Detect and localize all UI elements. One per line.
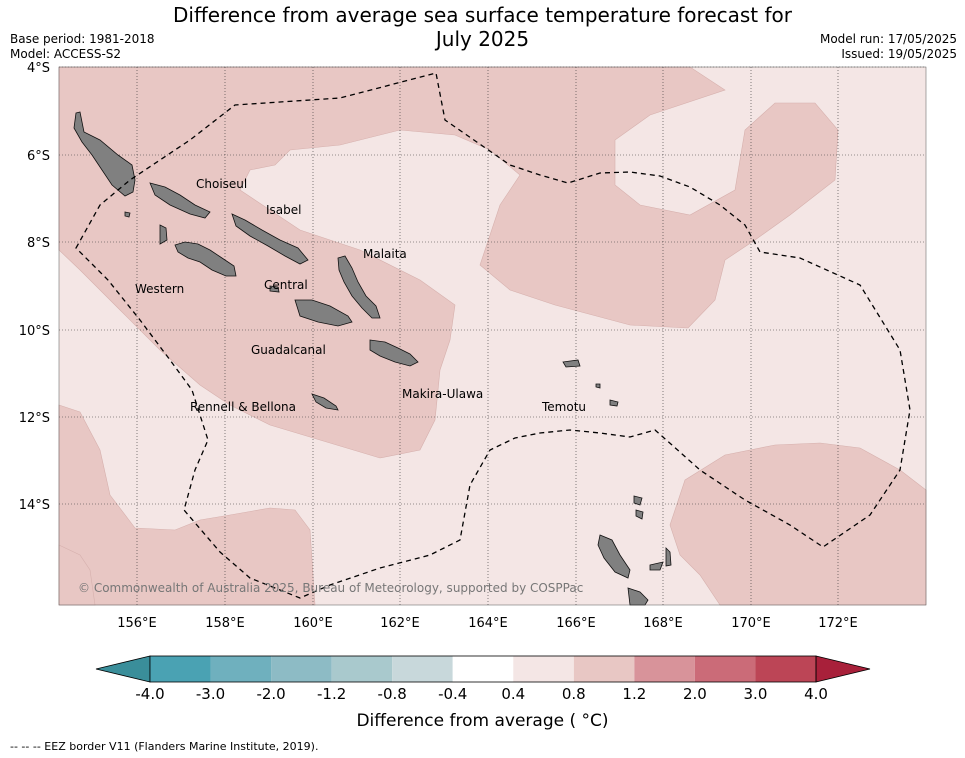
meta-right: Model run: 17/05/2025 Issued: 19/05/2025 — [820, 32, 957, 62]
region-label-central: Central — [264, 278, 308, 292]
region-label-isabel: Isabel — [266, 203, 301, 217]
lat-label: 10°S — [19, 324, 50, 339]
lon-label: 164°E — [468, 616, 508, 631]
lat-label: 4°S — [27, 61, 50, 76]
colorbar-segment — [755, 656, 816, 682]
colorbar-segment — [694, 656, 756, 682]
lon-label: 156°E — [117, 616, 157, 631]
lon-label: 168°E — [643, 616, 683, 631]
lon-label: 166°E — [556, 616, 596, 631]
lon-label: 162°E — [380, 616, 420, 631]
latitude-labels: 4°S 6°S 8°S 10°S 12°S 14°S — [19, 61, 50, 513]
lat-label: 14°S — [19, 498, 50, 513]
region-label-guadalcanal: Guadalcanal — [251, 343, 326, 357]
colorbar-segment — [150, 656, 211, 682]
lon-label: 172°E — [818, 616, 858, 631]
region-label-choiseul: Choiseul — [196, 177, 247, 191]
chart-title: Difference from average sea surface temp… — [0, 3, 965, 51]
colorbar-label: Difference from average ( °C) — [356, 711, 609, 731]
land-masses — [73, 111, 672, 606]
map-frame — [58, 66, 927, 606]
colorbar-segment — [634, 656, 695, 682]
colorbar-tick-label: 0.4 — [501, 685, 525, 703]
colorbar-segment — [513, 656, 574, 682]
model-name: Model: ACCESS-S2 — [10, 47, 122, 61]
title-line-1: Difference from average sea surface temp… — [172, 3, 792, 27]
colorbar-tick-label: 2.0 — [683, 685, 707, 703]
region-label-makira-ulawa: Makira-Ulawa — [402, 387, 483, 401]
colorbar-frame — [149, 655, 817, 683]
region-label-western: Western — [135, 282, 184, 296]
colorbar-segment — [210, 656, 272, 682]
lat-label: 8°S — [27, 236, 50, 251]
region-label-rennell-bellona: Rennell & Bellona — [190, 400, 296, 414]
eez-border — [75, 72, 911, 599]
title-line-2: July 2025 — [435, 27, 530, 51]
colorbar-tick-label: 0.8 — [562, 685, 586, 703]
colorbar-arrow-high — [815, 655, 871, 683]
colorbar-segment — [331, 656, 393, 682]
lat-label: 6°S — [27, 149, 50, 164]
meta-left: Base period: 1981-2018 Model: ACCESS-S2 — [10, 32, 155, 62]
lon-label: 160°E — [293, 616, 333, 631]
colorbar-tick-label: 1.2 — [622, 685, 646, 703]
colorbar-arrow-low — [95, 655, 151, 683]
colorbar-segment — [392, 656, 453, 682]
lat-label: 12°S — [19, 411, 50, 426]
colorbar-segment — [271, 656, 332, 682]
colorbar-segment — [452, 656, 514, 682]
eez-legend-note: -- -- -- EEZ border V11 (Flanders Marine… — [10, 740, 319, 753]
model-run: Model run: 17/05/2025 — [819, 32, 957, 46]
lon-label: 170°E — [731, 616, 771, 631]
colorbar-tick-label: -0.8 — [378, 685, 407, 703]
colorbar-tick-label: -4.0 — [135, 685, 164, 703]
colorbar-segment — [573, 656, 635, 682]
issued-date: Issued: 19/05/2025 — [841, 47, 957, 61]
colorbar — [95, 655, 871, 683]
colorbar-tick-label: 4.0 — [804, 685, 828, 703]
region-label-malaita: Malaita — [363, 247, 407, 261]
anomaly-band-0-8-1-2 — [58, 66, 927, 606]
colorbar-tick-label: -2.0 — [256, 685, 285, 703]
colorbar-tick-label: -0.4 — [438, 685, 467, 703]
colorbar-tick-label: 3.0 — [744, 685, 768, 703]
copyright-text: © Commonwealth of Australia 2025, Bureau… — [78, 581, 583, 595]
region-label-temotu: Temotu — [541, 400, 586, 414]
map-area: Choiseul Isabel Malaita Western Central … — [58, 66, 927, 606]
region-labels: Choiseul Isabel Malaita Western Central … — [135, 177, 586, 414]
longitude-labels: 156°E 158°E 160°E 162°E 164°E 166°E 168°… — [117, 616, 858, 631]
colorbar-ticks: -4.0 -3.0 -2.0 -1.2 -0.8 -0.4 0.4 0.8 1.2 2.0 3.0 4… — [135, 685, 828, 703]
colorbar-tick-label: -1.2 — [317, 685, 346, 703]
colorbar-tick-label: -3.0 — [196, 685, 225, 703]
base-period: Base period: 1981-2018 — [10, 32, 155, 46]
lon-label: 158°E — [205, 616, 245, 631]
